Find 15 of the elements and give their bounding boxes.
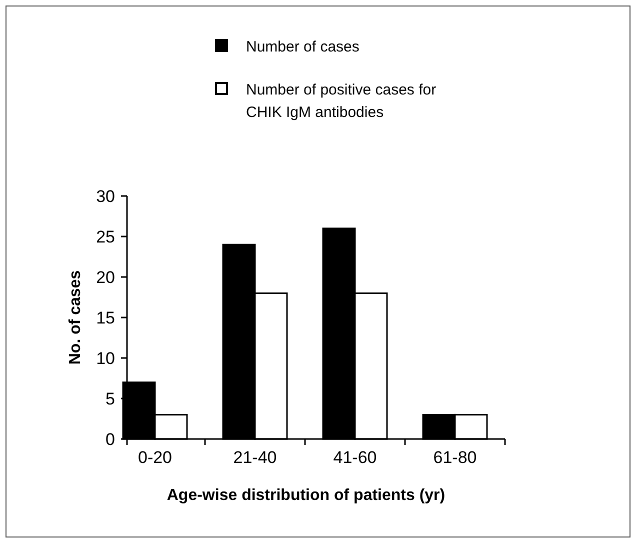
y-tick-label: 20 — [96, 268, 115, 287]
y-tick-label: 10 — [96, 348, 115, 368]
x-tick-label: 41-60 — [333, 448, 377, 467]
x-tick-label: 0-20 — [138, 448, 172, 467]
y-tick-label: 0 — [106, 430, 115, 449]
y-axis-title: No. of cases — [67, 270, 84, 365]
legend-label: Number of positive cases for CHIK IgM antibodies — [246, 81, 436, 121]
legend-label: Number of cases — [246, 38, 360, 56]
y-tick-label: 25 — [96, 227, 115, 246]
y-tick-label: 5 — [106, 389, 115, 408]
x-tick-label: 61-80 — [433, 448, 477, 467]
x-tick-label: 21-40 — [233, 448, 277, 467]
x-axis-title: Age-wise distribution of patients (yr) — [166, 487, 446, 504]
y-tick-label: 15 — [96, 308, 115, 328]
y-tick-label: 30 — [96, 186, 115, 206]
